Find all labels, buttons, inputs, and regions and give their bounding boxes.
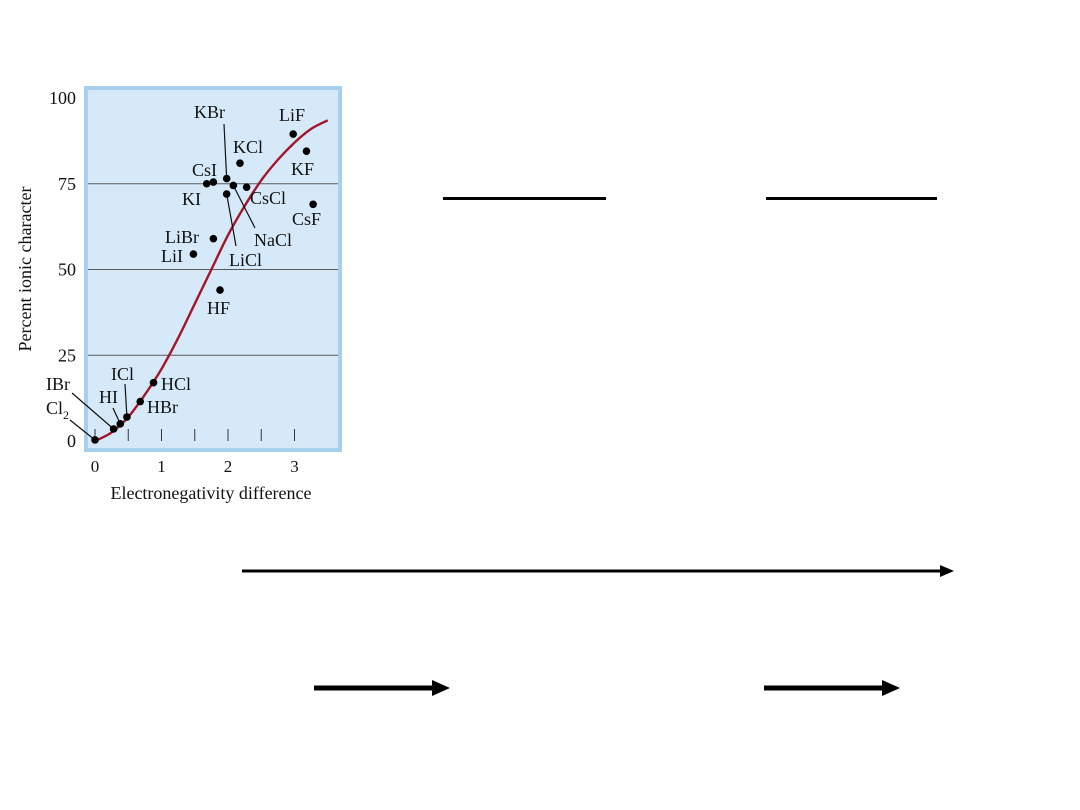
data-point-nacl	[229, 181, 238, 190]
data-point-lif	[289, 130, 297, 138]
data-point-kf	[302, 147, 311, 155]
point-label-hbr: HBr	[147, 397, 178, 417]
answer-blank-line-2	[766, 197, 937, 200]
data-point-icl	[123, 413, 131, 421]
answer-blank-line-1	[443, 197, 606, 200]
point-label-hcl: HCl	[161, 374, 191, 394]
fit-curve	[94, 119, 329, 443]
point-label-icl: ICl	[111, 364, 134, 384]
y-tick-label: 100	[49, 88, 76, 108]
leader-line-nacl	[232, 185, 256, 229]
short-right-arrow-right	[764, 680, 900, 696]
data-point-licl	[222, 190, 231, 198]
data-point-hf	[216, 286, 224, 294]
point-label-hf: HF	[207, 298, 230, 318]
x-axis-label: Electronegativity difference	[110, 483, 311, 503]
data-point-csf	[309, 200, 317, 209]
x-tick-label: 1	[157, 457, 166, 476]
data-point-csi	[209, 178, 218, 186]
point-label-csi: CsI	[192, 160, 217, 180]
leader-line-cl	[69, 419, 96, 441]
point-label-nacl: NaCl	[254, 230, 292, 250]
y-axis-label: Percent ionic character	[15, 187, 35, 352]
leader-line-icl	[124, 383, 128, 418]
point-label-kcl: KCl	[233, 137, 263, 157]
point-label-csf: CsF	[292, 209, 321, 229]
data-point-kbr	[222, 174, 231, 183]
point-label-kbr: KBr	[194, 102, 225, 122]
short-right-arrow-left	[314, 680, 450, 696]
y-tick-label: 25	[58, 345, 76, 365]
leader-line-kbr	[223, 123, 228, 179]
data-point-hcl	[149, 378, 158, 387]
data-point-hi	[116, 420, 125, 428]
point-label-lii: LiI	[161, 246, 183, 266]
point-label-ki: KI	[182, 189, 201, 209]
data-point-ki	[202, 179, 211, 188]
y-tick-label: 75	[58, 174, 76, 194]
point-label-lif: LiF	[279, 105, 305, 125]
y-tick-label: 0	[67, 431, 76, 451]
point-label-cscl: CsCl	[250, 188, 286, 208]
leader-line-ibr	[71, 392, 115, 430]
point-label-cl: Cl2	[46, 398, 69, 422]
point-label-hi: HI	[99, 387, 118, 407]
point-label-licl: LiCl	[229, 250, 262, 270]
data-point-ibr	[109, 425, 118, 433]
data-point-cl	[91, 436, 99, 444]
data-point-cscl	[242, 183, 251, 191]
x-tick-label: 0	[91, 457, 100, 476]
data-point-lii	[189, 250, 198, 258]
point-label-libr: LiBr	[165, 227, 199, 247]
point-label-ibr: IBr	[46, 374, 70, 394]
y-tick-label: 50	[58, 260, 76, 280]
data-point-hbr	[136, 397, 145, 406]
x-tick-label: 3	[290, 457, 299, 476]
long-right-arrow	[242, 565, 954, 577]
leader-line-licl	[226, 193, 237, 247]
x-tick-label: 2	[224, 457, 233, 476]
point-label-kf: KF	[291, 159, 314, 179]
data-point-libr	[209, 234, 218, 243]
data-point-kcl	[236, 159, 244, 167]
